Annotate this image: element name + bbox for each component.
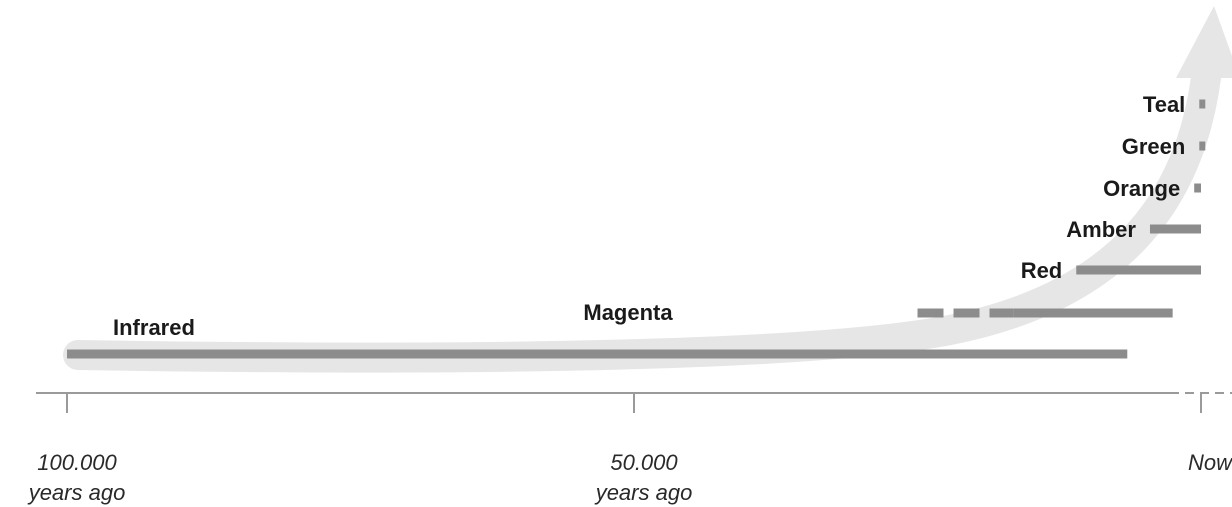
bar-green: Green bbox=[1122, 134, 1206, 159]
bar-label-teal: Teal bbox=[1143, 92, 1185, 117]
tick-label: Now bbox=[1188, 450, 1232, 475]
bar-teal: Teal bbox=[1143, 92, 1206, 117]
bar-label-magenta: Magenta bbox=[583, 300, 673, 325]
bar-label-red: Red bbox=[1021, 258, 1063, 283]
bar-amber: Amber bbox=[1066, 217, 1201, 242]
bar-infrared: Infrared bbox=[67, 315, 1128, 359]
bar-label-infrared: Infrared bbox=[113, 315, 195, 340]
bar-orange: Orange bbox=[1103, 176, 1201, 201]
tick-label: 100.000 bbox=[37, 450, 117, 475]
bar-label-green: Green bbox=[1122, 134, 1186, 159]
growth-arrow-head bbox=[1176, 6, 1232, 78]
bar-label-orange: Orange bbox=[1103, 176, 1180, 201]
tick-label: 50.000 bbox=[610, 450, 678, 475]
bar-label-amber: Amber bbox=[1066, 217, 1136, 242]
tick-label-unit: years ago bbox=[27, 480, 126, 505]
bar-magenta: Magenta bbox=[583, 300, 1173, 325]
tick-label-unit: years ago bbox=[594, 480, 693, 505]
time-axis: 100.000 years ago 50.000 years ago Now bbox=[27, 392, 1232, 505]
bar-red: Red bbox=[1021, 258, 1201, 283]
